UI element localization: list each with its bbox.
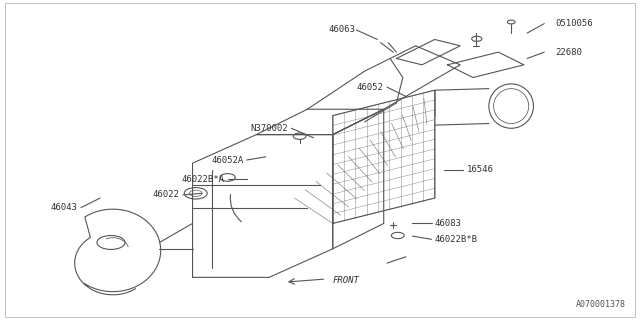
Text: 46052: 46052 [357, 83, 384, 92]
Text: 46022B*B: 46022B*B [435, 235, 477, 244]
Text: 46063: 46063 [328, 25, 355, 35]
Text: 22680: 22680 [556, 48, 582, 57]
Text: N370002: N370002 [250, 124, 288, 133]
Text: FRONT: FRONT [333, 276, 360, 285]
Text: 46083: 46083 [435, 219, 461, 228]
Text: 46052A: 46052A [211, 156, 244, 164]
Text: 46043: 46043 [51, 203, 78, 212]
Text: 46022: 46022 [153, 190, 180, 199]
Text: 16546: 16546 [467, 165, 493, 174]
Text: 0510056: 0510056 [556, 19, 593, 28]
Text: A070001378: A070001378 [576, 300, 626, 309]
Text: 46022B*A: 46022B*A [181, 174, 225, 184]
